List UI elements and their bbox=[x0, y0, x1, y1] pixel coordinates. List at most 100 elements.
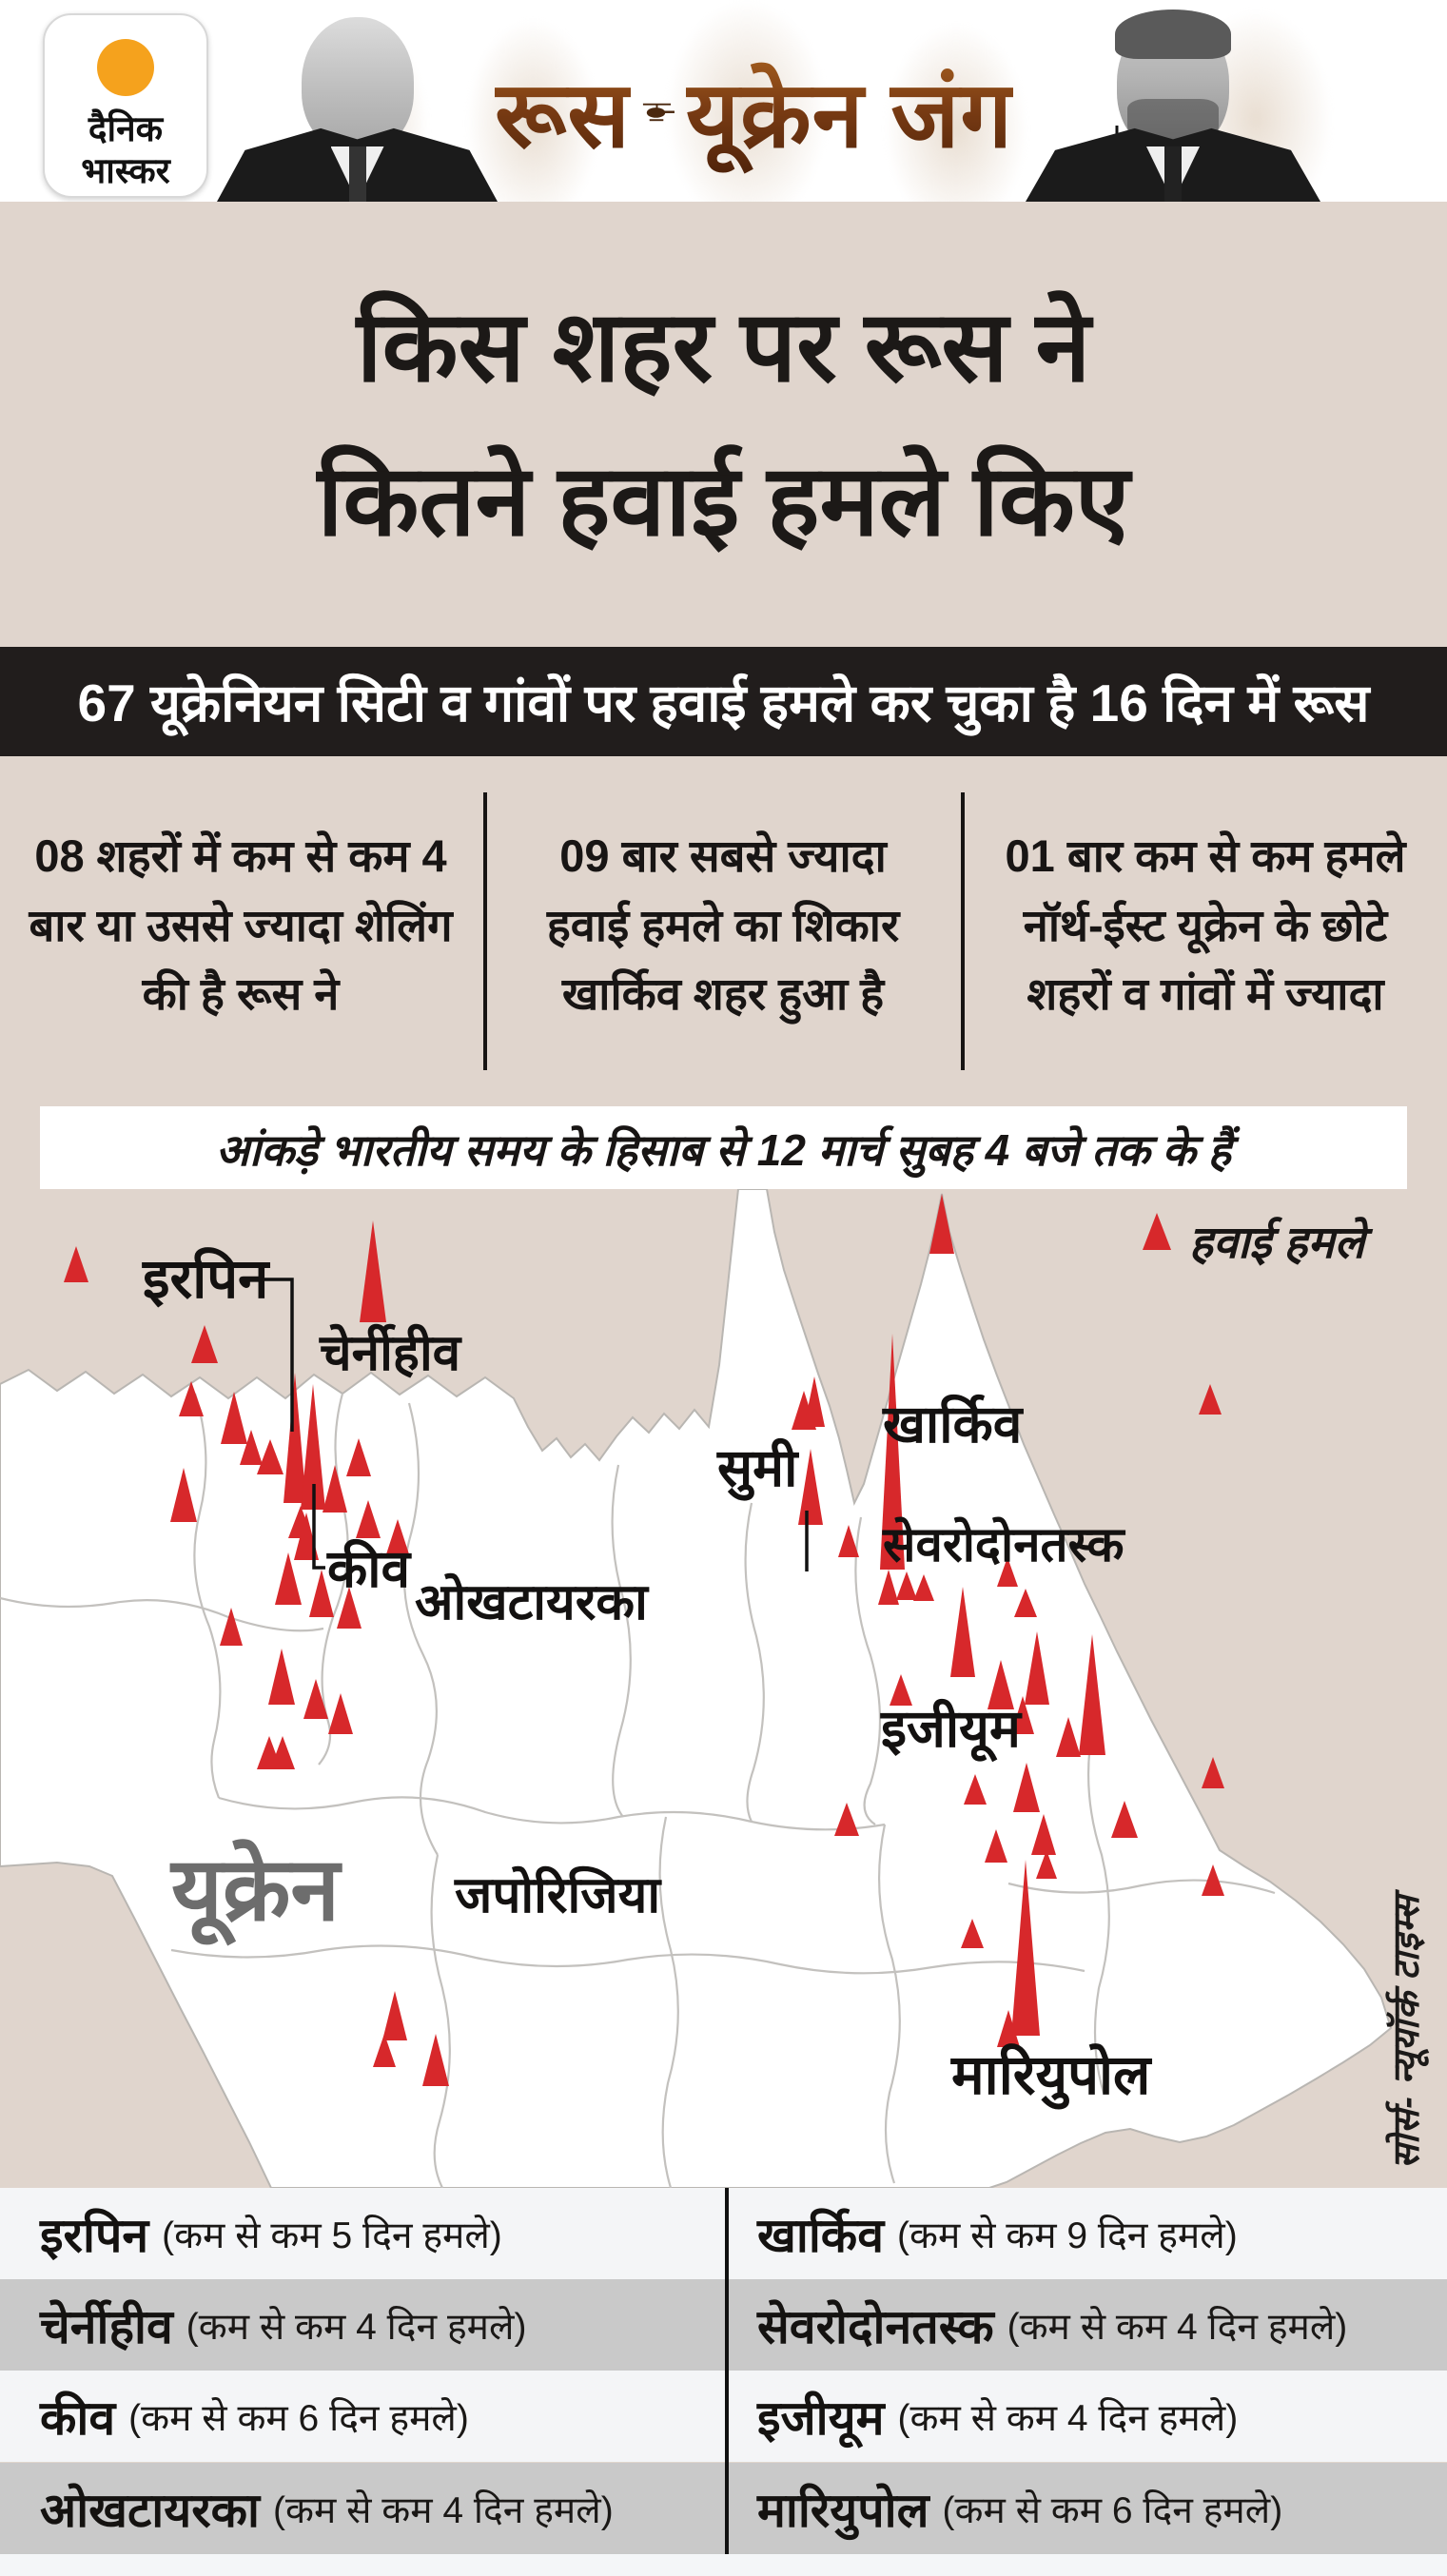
putin-tie bbox=[348, 146, 366, 202]
irpin-connector bbox=[264, 1278, 294, 1432]
smoke-silhouette bbox=[885, 24, 1027, 202]
strike-marker bbox=[360, 1220, 386, 1322]
map-label-kyiv: कीव bbox=[327, 1539, 411, 1598]
map-label-chernihiv: चेर्नीहीव bbox=[320, 1325, 461, 1381]
bottom-strip bbox=[0, 2554, 1447, 2576]
map-label-okhtyrka: ओखटायरका bbox=[415, 1574, 648, 1630]
city-name: मारियुपोल bbox=[757, 2484, 929, 2537]
table-cell: ओखटायरका (कम से कम 4 दिन हमले) bbox=[0, 2463, 725, 2554]
city-name: इरपिन bbox=[40, 2209, 149, 2262]
city-detail: (कम से कम 6 दिन हमले) bbox=[942, 2489, 1283, 2531]
city-name: खार्किव bbox=[757, 2209, 884, 2262]
ukraine-map: इरपिन चेर्नीहीव सुमी खार्किव कीव ओखटायरका सेवर… bbox=[0, 1189, 1447, 2188]
zelensky-tie bbox=[1164, 146, 1182, 202]
city-name: सेवरोदोनतस्क bbox=[757, 2300, 994, 2353]
strike-marker bbox=[997, 2010, 1020, 2047]
masthead-title: रूस यूक्रेन जंग bbox=[495, 49, 1013, 173]
strike-marker bbox=[284, 1373, 306, 1503]
logo-text-line1: दैनिक bbox=[88, 109, 164, 148]
map-label-zaporizhzhia: जपोरिजिया bbox=[455, 1867, 661, 1923]
sun-icon bbox=[97, 39, 154, 96]
map-label-kharkiv: खार्किव bbox=[883, 1395, 1023, 1454]
helicopter-icon bbox=[642, 103, 675, 122]
table-cell: खार्किव (कम से कम 9 दिन हमले) bbox=[725, 2188, 1443, 2279]
map-label-sumy: सुमी bbox=[717, 1438, 798, 1497]
strike-marker bbox=[268, 1649, 295, 1705]
strike-marker bbox=[191, 1325, 218, 1363]
map-label-severodonetsk: सेवरोदोनतस्क bbox=[883, 1517, 1124, 1571]
strike-marker bbox=[1036, 1850, 1057, 1879]
strike-marker bbox=[1031, 1814, 1056, 1855]
table-cell: सेवरोदोनतस्क (कम से कम 4 दिन हमले) bbox=[725, 2279, 1443, 2371]
strike-marker bbox=[1011, 1860, 1040, 2036]
city-strike-table: इरपिन (कम से कम 5 दिन हमले) खार्किव (कम … bbox=[0, 2188, 1447, 2554]
strike-marker bbox=[1014, 1589, 1037, 1617]
table-row: चेर्नीहीव (कम से कम 4 दिन हमले) सेवरोदोन… bbox=[0, 2279, 1447, 2371]
city-name: इजीयूम bbox=[757, 2391, 885, 2445]
strike-marker bbox=[1202, 1864, 1224, 1896]
map-label-mariupol: मारियुपोल bbox=[951, 2044, 1151, 2106]
city-detail: (कम से कम 4 दिन हमले) bbox=[273, 2489, 614, 2531]
strike-marker bbox=[834, 1803, 859, 1836]
strike-marker bbox=[964, 1774, 987, 1805]
strike-marker bbox=[1199, 1384, 1222, 1415]
headline-line1: किस शहर पर रूस ने bbox=[356, 292, 1091, 402]
strike-marker bbox=[303, 1679, 328, 1719]
smoke-silhouette bbox=[666, 0, 828, 202]
strike-marker bbox=[1079, 1634, 1105, 1755]
city-detail: (कम से कम 4 दिन हमले) bbox=[186, 2306, 527, 2348]
strike-marker bbox=[913, 1574, 934, 1601]
table-row: कीव (कम से कम 6 दिन हमले) इजीयूम (कम से … bbox=[0, 2371, 1447, 2462]
strike-marker bbox=[880, 1334, 905, 1570]
strike-marker bbox=[270, 1736, 295, 1769]
strike-marker bbox=[328, 1693, 353, 1734]
strike-marker bbox=[323, 1465, 347, 1512]
strike-marker bbox=[257, 1439, 284, 1474]
city-detail: (कम से कम 4 दिन हमले) bbox=[897, 2397, 1239, 2439]
table-cell: इरपिन (कम से कम 5 दिन हमले) bbox=[0, 2188, 725, 2279]
strike-marker bbox=[798, 1449, 823, 1525]
table-row: इरपिन (कम से कम 5 दिन हमले) खार्किव (कम … bbox=[0, 2188, 1447, 2279]
dainik-bhaskar-logo: दैनिक भास्कर bbox=[43, 13, 208, 198]
strike-marker bbox=[1056, 1717, 1081, 1757]
city-detail: (कम से कम 5 दिन हमले) bbox=[162, 2215, 502, 2256]
strike-marker bbox=[929, 1194, 954, 1254]
strike-marker bbox=[301, 1384, 325, 1510]
strike-marker bbox=[170, 1468, 197, 1522]
city-name: ओखटायरका bbox=[40, 2484, 260, 2537]
strike-marker bbox=[950, 1587, 975, 1677]
strike-marker bbox=[221, 1392, 247, 1444]
kyiv-connector bbox=[312, 1484, 325, 1570]
strike-marker bbox=[1202, 1757, 1224, 1788]
stat-kharkiv-most-hit: 09 बार सबसे ज्यादा हवाई हमले का शिकार खा… bbox=[546, 829, 900, 1020]
strike-marker bbox=[961, 1919, 984, 1948]
source-credit: सोर्स- न्यूयॉर्क टाइम्स bbox=[1387, 1895, 1427, 2169]
strike-marker bbox=[346, 1438, 371, 1476]
strike-marker bbox=[896, 1571, 917, 1600]
zelensky-photo bbox=[1026, 8, 1320, 202]
strike-marker bbox=[1011, 1696, 1034, 1734]
data-timestamp-note: आंकड़े भारतीय समय के हिसाब से 12 मार्च स… bbox=[40, 1106, 1407, 1191]
strike-marker bbox=[179, 1381, 204, 1416]
main-headline: किस शहर पर रूस ने कितने हवाई हमले किए bbox=[0, 202, 1447, 647]
ukraine-map-svg bbox=[0, 1189, 1392, 2188]
strike-marker bbox=[356, 1500, 381, 1538]
city-name: चेर्नीहीव bbox=[40, 2300, 173, 2353]
strike-marker bbox=[997, 1557, 1018, 1587]
headline-line2: कितने हवाई हमले किए bbox=[317, 446, 1130, 556]
strike-marker bbox=[309, 1570, 334, 1617]
masthead-title-part2: यूक्रेन जंग bbox=[686, 49, 1013, 174]
strike-marker bbox=[220, 1608, 243, 1646]
stat-northeast-least-hit: 01 बार कम से कम हमले नॉर्थ-ईस्ट यूक्रेन … bbox=[1005, 829, 1406, 1020]
table-row: ओखटायरका (कम से कम 4 दिन हमले) मारियुपोल… bbox=[0, 2463, 1447, 2554]
table-cell: चेर्नीहीव (कम से कम 4 दिन हमले) bbox=[0, 2279, 725, 2371]
strike-marker bbox=[382, 1991, 407, 2040]
city-name: कीव bbox=[40, 2391, 116, 2445]
strike-marker bbox=[385, 1519, 410, 1557]
city-detail: (कम से कम 6 दिन हमले) bbox=[128, 2397, 469, 2439]
stats-row: 08 शहरों में कम से कम 4 बार या उससे ज्या… bbox=[0, 756, 1447, 1089]
map-label-izyum: इजीयूम bbox=[881, 1699, 1021, 1758]
city-detail: (कम से कम 9 दिन हमले) bbox=[897, 2215, 1238, 2256]
table-cell: मारियुपोल (कम से कम 6 दिन हमले) bbox=[725, 2463, 1443, 2554]
